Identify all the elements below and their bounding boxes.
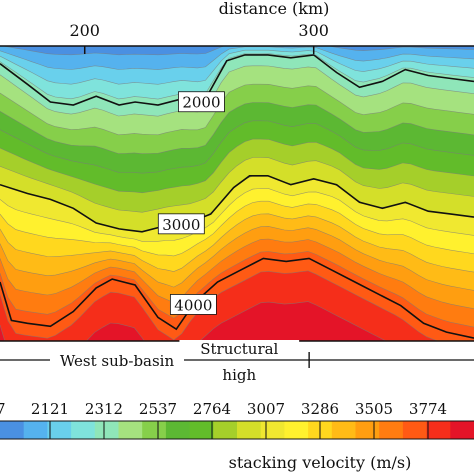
colorbar-tick-label: 3505 [355, 400, 393, 418]
velocity-bands [0, 46, 474, 341]
x-tick-label: 200 [69, 21, 100, 40]
colorbar-swatch [284, 421, 309, 439]
colorbar-tick-label: 3286 [301, 400, 339, 418]
minor-contour [0, 301, 387, 341]
minor-contour [0, 213, 474, 273]
minor-contour [0, 188, 474, 242]
minor-contour [0, 102, 474, 155]
colorbar-tick-label: 27 [0, 400, 6, 418]
annotation-west-sub-basin: West sub-basin [60, 352, 175, 370]
colorbar-swatch [260, 421, 285, 439]
minor-contour [0, 53, 474, 100]
contour-lines: 2000 3000 4000 [0, 54, 474, 339]
minor-contour [0, 251, 474, 328]
colorbar-swatch [71, 421, 96, 439]
colorbar-swatch [426, 421, 451, 439]
colorbar-tick-label: 3774 [409, 400, 447, 418]
colorbar-swatch [23, 421, 48, 439]
contour-label-3000: 3000 [157, 213, 205, 235]
colorbar-swatch [142, 421, 167, 439]
contour-label-2000: 2000 [178, 91, 225, 113]
colorbar-swatch [237, 421, 262, 439]
region-annotations: West sub-basin Structural high [0, 340, 474, 384]
colorbar-label: stacking velocity (m/s) [229, 453, 412, 472]
contour-label-4000: 4000 [169, 294, 217, 315]
annotation-high: high [222, 366, 256, 384]
colorbar-tick-label: 2312 [85, 400, 123, 418]
colorbar-swatch [402, 421, 428, 439]
minor-contour [0, 49, 474, 85]
minor-contour [0, 65, 474, 117]
minor-contour [0, 83, 474, 136]
colorbar-swatch [0, 421, 25, 439]
colorbar-swatch [47, 421, 72, 439]
minor-contour [0, 120, 474, 174]
contour-line-2000 [0, 54, 474, 106]
contour-line-3000 [0, 175, 474, 233]
minor-contour [0, 238, 474, 309]
colorbar-frame [0, 420, 474, 440]
minor-contour [0, 157, 474, 213]
colorbar-swatch [331, 421, 356, 439]
minor-contour [1, 46, 474, 56]
svg-text:3000: 3000 [162, 216, 200, 234]
minor-contour [0, 226, 474, 291]
colorbar-swatch [118, 421, 143, 439]
colorbar-tick-label: 2537 [139, 400, 177, 418]
minor-contour [0, 200, 474, 257]
colorbar-swatch [450, 421, 474, 439]
colorbar-tick-label: 2764 [193, 400, 231, 418]
colorbar-swatch [165, 421, 191, 439]
colorbar: 27212123122537276430073286350537744 [0, 400, 474, 440]
svg-text:4000: 4000 [174, 296, 212, 314]
minor-contour [0, 46, 474, 70]
colorbar-swatch [189, 421, 214, 439]
x-axis-label: distance (km) [219, 0, 330, 18]
colorbar-tick-label: 3007 [247, 400, 285, 418]
annotation-structural: Structural [200, 340, 278, 358]
colorbar-swatch [379, 421, 404, 439]
x-axis-ticks: 200 300 [69, 21, 329, 54]
velocity-band [0, 301, 386, 341]
svg-text:2000: 2000 [182, 94, 220, 112]
colorbar-swatch [355, 421, 380, 439]
colorbar-swatch [94, 421, 119, 439]
contour-line-4000 [0, 257, 474, 339]
x-tick-label: 300 [298, 21, 329, 40]
colorbar-swatch [213, 421, 238, 439]
minor-contour [0, 138, 474, 194]
minor-contour [0, 270, 439, 341]
colorbar-tick-label: 2121 [31, 400, 69, 418]
